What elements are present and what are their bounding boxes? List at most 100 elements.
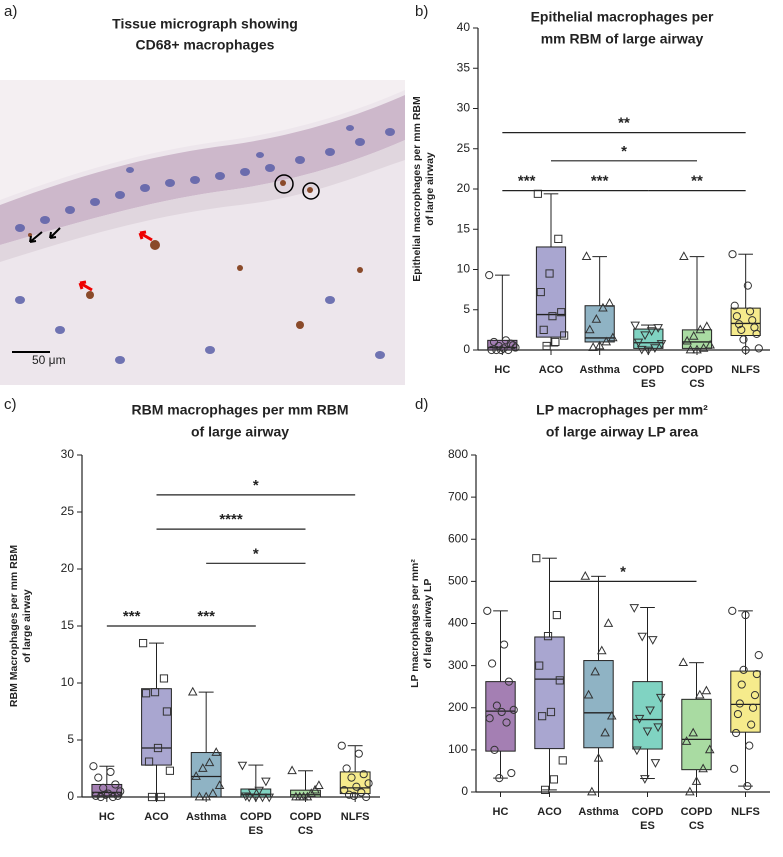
data-point <box>150 688 160 697</box>
y-tick-label: 500 <box>448 574 468 588</box>
data-point <box>752 669 761 679</box>
data-point <box>91 791 100 800</box>
data-point <box>504 677 514 686</box>
significance-label: ** <box>691 173 703 190</box>
data-point <box>685 344 696 354</box>
data-point <box>492 345 501 355</box>
x-tick-label: ACO <box>537 806 562 818</box>
data-point <box>489 337 499 347</box>
chart-title: RBM macrophages per mm RBM <box>131 402 348 418</box>
x-tick-label: CS <box>298 825 313 837</box>
data-point <box>583 689 594 699</box>
y-tick-label: 700 <box>448 489 468 503</box>
y-tick-label: 40 <box>457 20 471 34</box>
data-point <box>633 338 644 348</box>
data-point <box>502 718 511 727</box>
panel-label: b) <box>415 3 428 20</box>
data-point <box>487 345 496 355</box>
data-point <box>546 707 556 717</box>
y-axis-label: of large airway <box>21 589 33 663</box>
x-tick-label: Asthma <box>578 806 619 818</box>
data-point <box>588 342 598 351</box>
data-point <box>702 321 712 331</box>
data-point <box>650 759 661 768</box>
data-point <box>116 787 125 796</box>
data-point <box>741 345 750 355</box>
data-point <box>630 321 640 331</box>
data-point <box>705 339 715 349</box>
data-point <box>201 791 211 801</box>
data-point <box>629 604 640 613</box>
data-point <box>593 752 604 762</box>
data-point <box>314 780 324 789</box>
x-tick-label: NLFS <box>731 364 760 376</box>
box-group <box>187 686 225 801</box>
box-group <box>287 765 324 801</box>
box <box>584 305 615 343</box>
y-tick-label: 5 <box>67 732 74 746</box>
data-point <box>500 640 509 649</box>
x-tick-label: NLFS <box>341 811 370 823</box>
data-point <box>647 636 658 645</box>
data-point <box>728 606 737 615</box>
data-point <box>650 344 660 353</box>
box-group <box>679 251 715 354</box>
y-tick-label: 800 <box>448 447 468 461</box>
data-point <box>643 346 654 356</box>
data-point <box>156 792 166 802</box>
data-point <box>96 792 105 802</box>
data-point <box>752 329 761 338</box>
data-point <box>704 744 715 754</box>
data-point <box>287 765 297 775</box>
data-point <box>645 706 655 716</box>
data-point <box>538 712 547 721</box>
data-point <box>364 779 373 788</box>
y-tick-label: 0 <box>67 789 74 803</box>
box-group <box>138 639 175 802</box>
data-point <box>548 312 557 321</box>
data-point <box>352 782 361 791</box>
data-point <box>554 234 563 244</box>
x-tick-label: NLFS <box>731 806 760 818</box>
data-point <box>679 251 689 260</box>
chart-title: Epithelial macrophages per <box>531 9 714 25</box>
x-tick-label: Asthma <box>186 811 227 823</box>
data-point <box>354 749 363 758</box>
data-point <box>198 763 208 772</box>
data-point <box>598 302 608 312</box>
data-point <box>487 659 497 668</box>
y-axis-label: of large airway <box>424 152 436 226</box>
data-point <box>601 336 612 346</box>
data-point <box>695 324 706 334</box>
data-point <box>291 791 301 801</box>
x-tick-label: ES <box>641 378 656 390</box>
box <box>534 636 565 750</box>
data-point <box>581 251 592 260</box>
data-point <box>536 287 545 297</box>
data-point <box>337 741 346 750</box>
data-point <box>144 757 154 766</box>
data-point <box>750 323 759 332</box>
box-group <box>532 554 567 794</box>
x-tick-label: CS <box>689 378 704 390</box>
data-point <box>590 666 600 676</box>
chart-title: of large airway <box>191 424 289 440</box>
data-point <box>240 792 251 802</box>
data-point <box>600 727 610 737</box>
data-point <box>730 301 739 310</box>
data-point <box>106 767 115 777</box>
significance-label: * <box>253 545 259 562</box>
data-point <box>682 335 692 345</box>
data-point <box>745 741 754 750</box>
data-point <box>191 771 201 780</box>
data-point <box>585 324 595 334</box>
chart-title: LP macrophages per mm² <box>536 402 708 418</box>
box-group <box>728 250 763 355</box>
data-point <box>552 610 561 620</box>
data-point <box>737 325 746 334</box>
data-point <box>606 710 617 720</box>
data-point <box>737 680 746 689</box>
data-point <box>732 312 742 321</box>
significance-label: *** <box>591 173 609 190</box>
data-point <box>542 341 551 351</box>
